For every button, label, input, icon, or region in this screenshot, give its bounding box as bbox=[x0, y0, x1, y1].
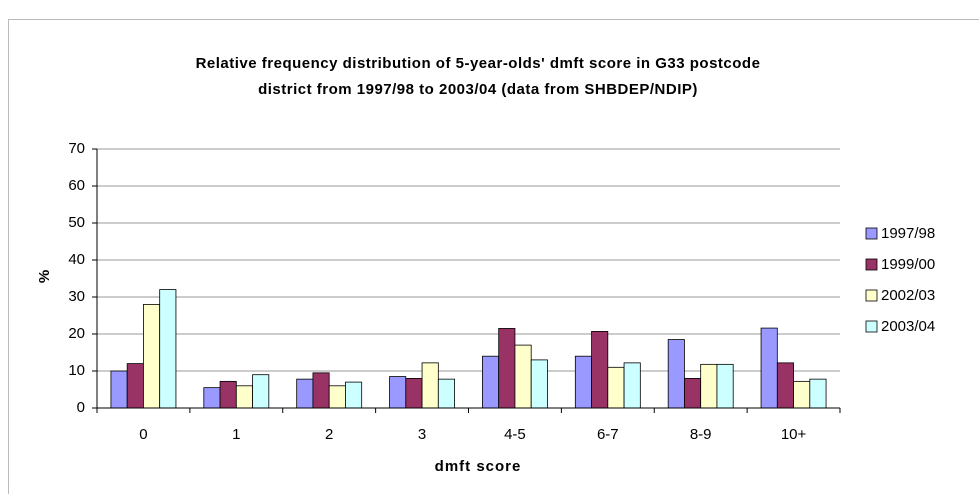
y-tick-label: 40 bbox=[68, 251, 85, 268]
bar bbox=[143, 303, 161, 409]
bar bbox=[235, 385, 253, 409]
bar bbox=[312, 372, 330, 409]
x-tick-label: 10+ bbox=[781, 426, 807, 443]
bar bbox=[809, 378, 827, 409]
bar bbox=[776, 362, 794, 409]
bar bbox=[623, 362, 641, 409]
bar bbox=[667, 339, 685, 409]
bar bbox=[482, 355, 500, 409]
bar bbox=[389, 376, 407, 409]
y-tick-label: 70 bbox=[68, 140, 85, 157]
bar bbox=[203, 387, 221, 409]
y-axis-title: % bbox=[36, 269, 53, 283]
x-tick-label: 2 bbox=[325, 426, 333, 443]
bar bbox=[716, 363, 734, 409]
legend-swatch bbox=[865, 289, 878, 302]
x-tick-label: 8-9 bbox=[690, 426, 712, 443]
bar bbox=[793, 380, 811, 409]
bar bbox=[591, 331, 609, 409]
y-tick-label: 30 bbox=[68, 288, 85, 305]
legend-swatch bbox=[865, 227, 878, 240]
bar bbox=[110, 370, 128, 409]
chart-title: district from 1997/98 to 2003/04 (data f… bbox=[258, 81, 698, 98]
bar bbox=[219, 380, 237, 409]
bar bbox=[421, 362, 439, 409]
bar bbox=[514, 344, 532, 409]
legend-swatch bbox=[865, 320, 878, 333]
bar bbox=[126, 363, 144, 409]
bar bbox=[530, 359, 548, 409]
x-tick-label: 3 bbox=[418, 426, 426, 443]
bar bbox=[760, 327, 778, 409]
bar bbox=[684, 377, 702, 409]
y-tick-label: 50 bbox=[68, 214, 85, 231]
x-tick-label: 1 bbox=[232, 426, 240, 443]
bar bbox=[252, 374, 270, 409]
legend-swatch bbox=[865, 258, 878, 271]
y-tick-label: 0 bbox=[77, 399, 85, 416]
y-tick-label: 60 bbox=[68, 177, 85, 194]
bar bbox=[574, 355, 592, 409]
legend-label: 1997/98 bbox=[881, 225, 935, 242]
x-axis-title: dmft score bbox=[435, 458, 522, 475]
bar bbox=[437, 378, 455, 409]
y-tick-label: 10 bbox=[68, 362, 85, 379]
legend-label: 2003/04 bbox=[881, 318, 935, 335]
bar bbox=[328, 385, 346, 409]
x-tick-label: 0 bbox=[139, 426, 147, 443]
bar bbox=[700, 363, 718, 409]
x-tick-label: 4-5 bbox=[504, 426, 526, 443]
bar bbox=[607, 366, 625, 409]
x-tick-label: 6-7 bbox=[597, 426, 619, 443]
bar bbox=[296, 378, 314, 409]
legend-label: 2002/03 bbox=[881, 287, 935, 304]
chart-title: Relative frequency distribution of 5-yea… bbox=[196, 55, 761, 72]
legend-label: 1999/00 bbox=[881, 256, 935, 273]
y-tick-label: 20 bbox=[68, 325, 85, 342]
chart-frame bbox=[8, 19, 979, 494]
bar bbox=[159, 289, 177, 409]
bar bbox=[405, 377, 423, 409]
bar bbox=[498, 328, 516, 409]
bar bbox=[345, 381, 363, 409]
